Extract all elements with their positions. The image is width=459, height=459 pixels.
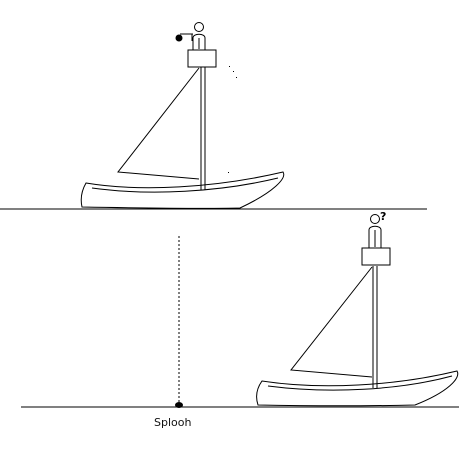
upper-crows-nest bbox=[187, 49, 217, 68]
lower-crows-nest bbox=[361, 247, 391, 266]
upper-sail bbox=[117, 67, 200, 180]
lower-hull bbox=[256, 370, 459, 407]
lower-hull-rim bbox=[267, 375, 453, 391]
upper-hull-rim bbox=[91, 177, 279, 193]
splash-caption: Splooh bbox=[154, 416, 192, 429]
lower-sailboat bbox=[256, 214, 459, 407]
upper-sailboat bbox=[80, 22, 285, 209]
upper-hull bbox=[80, 171, 285, 209]
confused-question-mark: ? bbox=[380, 210, 387, 223]
upper-falling-object bbox=[175, 34, 183, 42]
upper-lookout-head bbox=[194, 22, 204, 32]
upper-lookout-body bbox=[192, 33, 206, 50]
lower-lookout-head bbox=[370, 214, 380, 224]
lower-lookout-body bbox=[368, 225, 382, 248]
upper-motion-dots bbox=[228, 66, 237, 173]
splashed-object bbox=[175, 402, 183, 408]
lower-sail bbox=[290, 266, 373, 378]
